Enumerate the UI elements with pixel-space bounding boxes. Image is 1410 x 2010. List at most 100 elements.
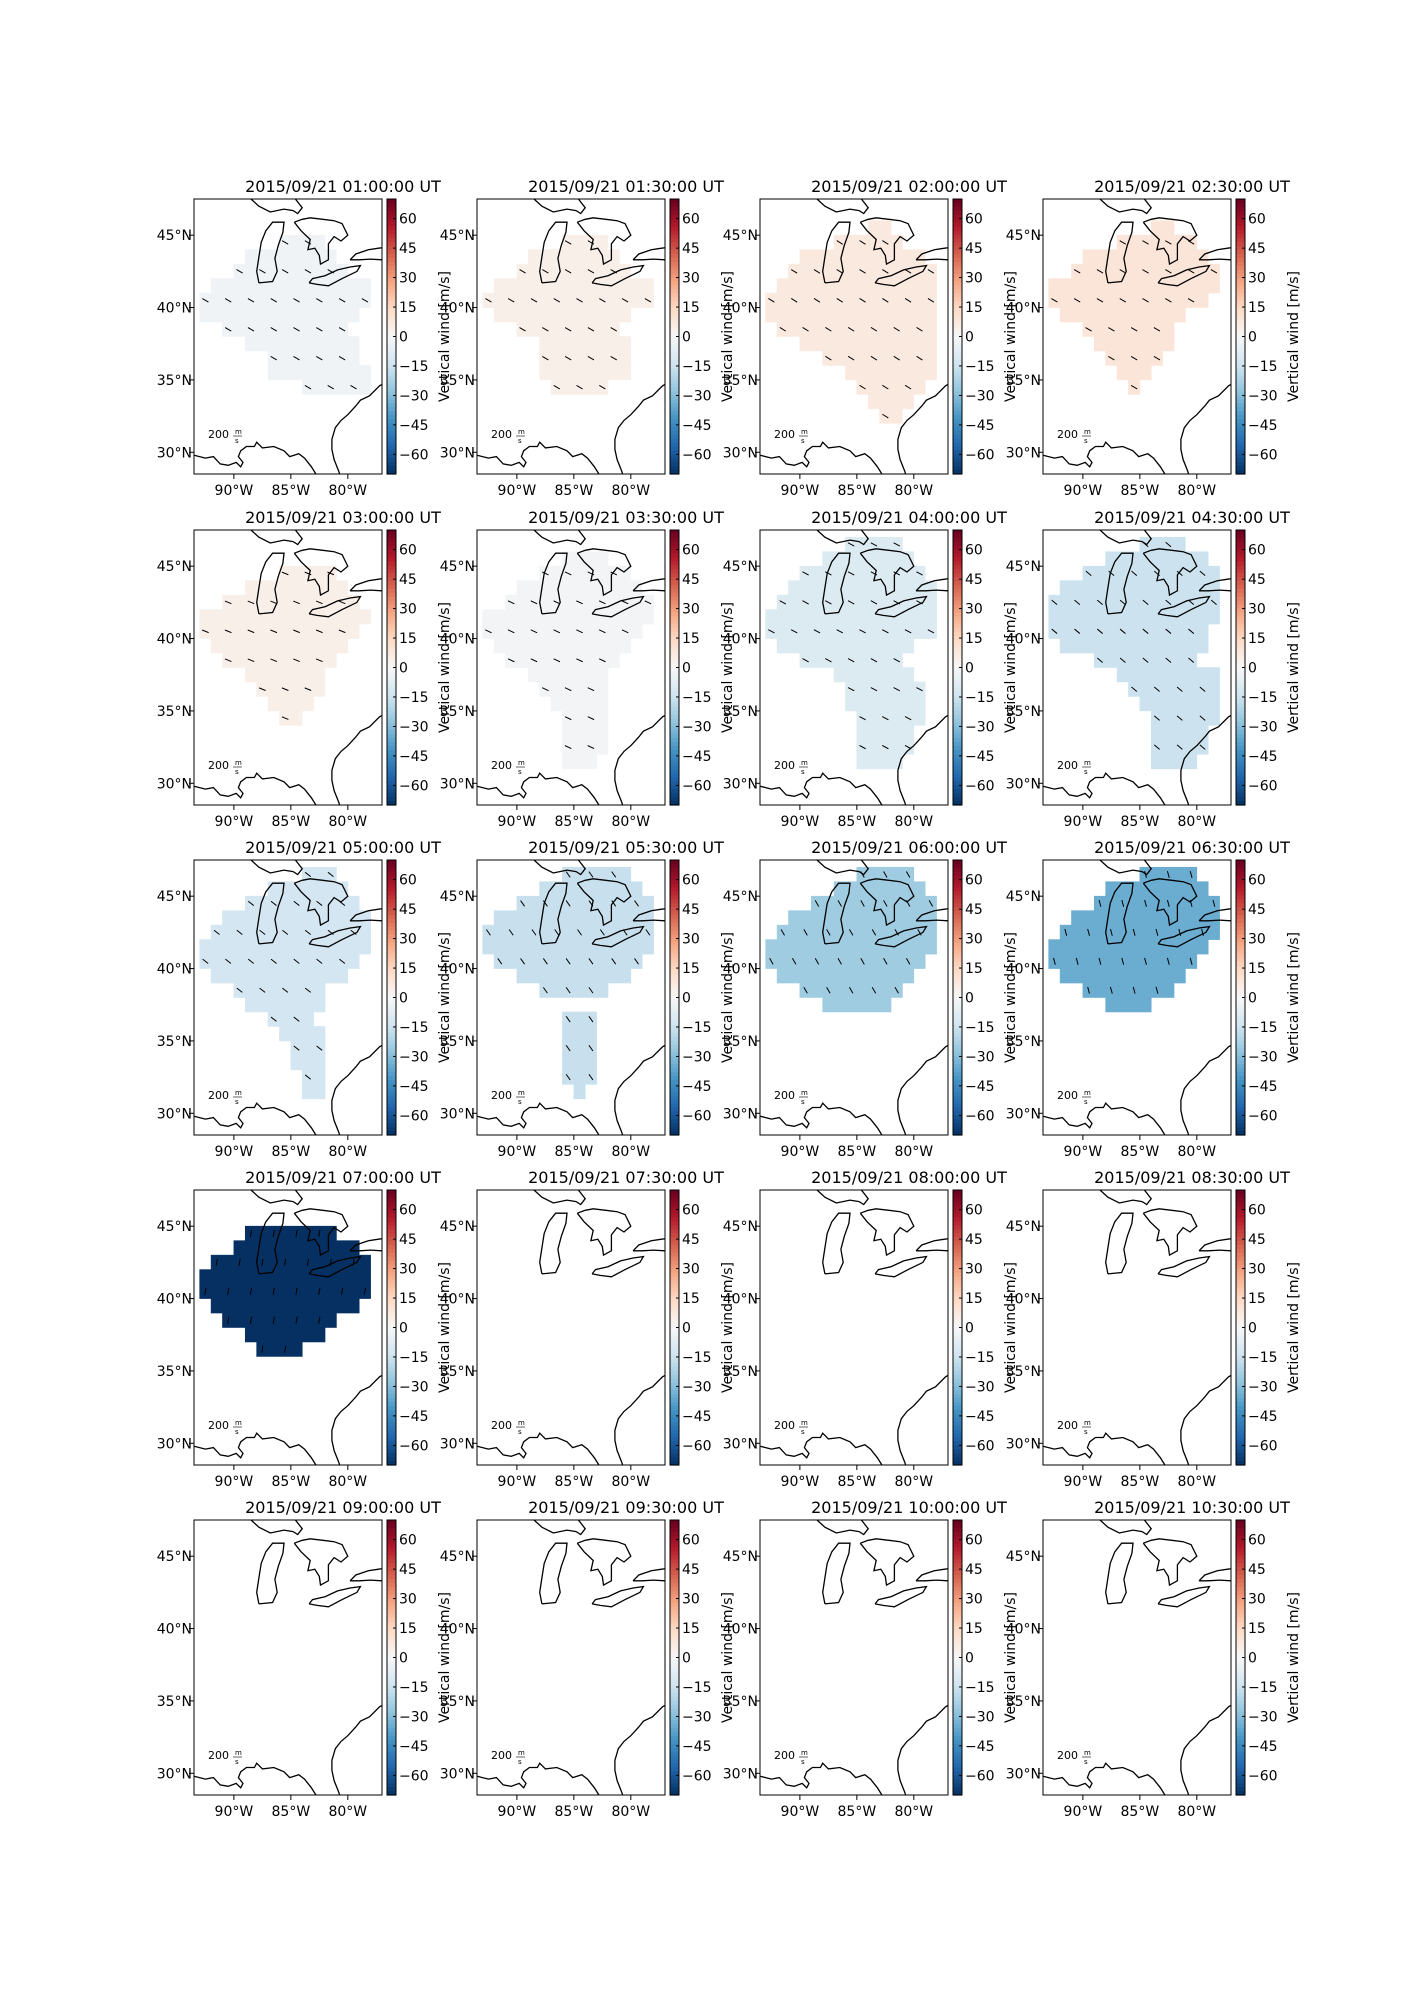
colorbar-segment (953, 1025, 962, 1030)
scale-unit-den: s (235, 1428, 239, 1436)
coastline (591, 595, 645, 618)
colorbar-segment (953, 1610, 962, 1615)
colorbar-tick-label: 45 (1248, 241, 1266, 257)
colorbar-segment (1236, 332, 1245, 338)
wind-arrow (1153, 686, 1160, 692)
colorbar-segment (387, 250, 396, 255)
colorbar-segment (1236, 1221, 1245, 1226)
colorbar-segment (670, 985, 679, 991)
colorbar-segment (953, 206, 962, 212)
scale-unit-num: m (518, 759, 525, 767)
map-frame (1042, 529, 1232, 806)
wind-field-cell (845, 681, 926, 697)
wind-arrow (588, 1016, 594, 1023)
colorbar-segment (387, 1571, 396, 1576)
wind-arrow (813, 269, 821, 274)
wind-arrow (293, 1016, 300, 1022)
colorbar-segment (387, 683, 396, 688)
wind-arrow (1153, 327, 1161, 332)
colorbar-segment (670, 1763, 679, 1769)
wind-arrow (304, 269, 312, 274)
colorbar-segment (953, 1225, 962, 1230)
colorbar-segment (387, 1586, 396, 1592)
colorbar-segment (387, 989, 396, 995)
colorbar-segment (1236, 1563, 1245, 1568)
colorbar-tick-label: 45 (399, 1562, 417, 1578)
colorbar-segment (1236, 309, 1245, 314)
coastline (632, 908, 665, 922)
colorbar-segment (387, 1327, 396, 1333)
colorbar-segment (953, 371, 962, 377)
lat-tick-label: 35°N (723, 1364, 758, 1380)
colorbar-segment (387, 1449, 396, 1454)
wind-arrow (870, 658, 878, 663)
colorbar-segment (1236, 1300, 1245, 1305)
wind-arrow (768, 629, 775, 634)
colorbar-tick-label: −30 (965, 1049, 995, 1065)
colorbar-segment (670, 1410, 679, 1415)
colorbar-segment (1236, 1009, 1245, 1014)
colorbar-segment (953, 1641, 962, 1647)
wind-arrow (1166, 957, 1170, 965)
coastline (897, 991, 948, 1135)
colorbar-segment (953, 246, 962, 251)
colorbar-segment (387, 922, 396, 928)
wind-field-cell (482, 623, 643, 639)
colorbar-segment (1236, 1559, 1245, 1564)
colorbar-segment (387, 1048, 396, 1054)
wind-field-cell (222, 321, 349, 337)
wind-arrow (341, 1287, 344, 1295)
colorbar-segment (387, 1394, 396, 1399)
colorbar-segment (670, 218, 679, 224)
colorbar-segment (670, 1594, 679, 1600)
lat-tick-label: 45°N (157, 1549, 192, 1565)
map-content (1043, 530, 1231, 805)
colorbar-segment (387, 1335, 396, 1340)
colorbar-tick-label: 30 (682, 271, 700, 287)
colorbar-segment (670, 911, 679, 916)
colorbar-segment (1236, 588, 1245, 594)
wind-field-cell (199, 292, 371, 308)
colorbar-segment (953, 1783, 962, 1788)
colorbar-segment (1236, 1461, 1245, 1466)
colorbar-segment (670, 1523, 679, 1529)
coastline (1198, 1238, 1231, 1252)
colorbar-segment (670, 1712, 679, 1718)
colorbar-segment (670, 585, 679, 590)
colorbar-segment (953, 1339, 962, 1344)
colorbar-segment (670, 907, 679, 912)
colorbar-segment (387, 710, 396, 716)
panel-title: 2015/09/21 01:00:00 UT (245, 177, 441, 196)
colorbar-segment (670, 765, 679, 771)
coastline (1099, 1520, 1153, 1536)
colorbar-segment (670, 636, 679, 641)
colorbar-segment (1236, 1288, 1245, 1293)
colorbar-segment (1236, 871, 1245, 877)
map-frame (759, 1189, 949, 1466)
wind-field-cell (856, 754, 903, 770)
coastline (349, 1568, 382, 1582)
wind-arrow (315, 629, 323, 634)
wind-field-cell (233, 982, 326, 998)
colorbar-segment (670, 250, 679, 255)
colorbar-segment (953, 1720, 962, 1725)
colorbar-segment (953, 202, 962, 208)
colorbar-segment (953, 1622, 962, 1627)
wind-field-cell (856, 710, 926, 726)
lat-tick-label: 45°N (1006, 889, 1041, 905)
lat-tick-label: 40°N (723, 1292, 758, 1308)
colorbar-segment (953, 1688, 962, 1694)
wind-field-cell (788, 580, 937, 596)
colorbar-segment (1236, 1413, 1245, 1419)
colorbar-tick-label: −45 (682, 1409, 712, 1425)
colorbar-segment (953, 1398, 962, 1403)
colorbar-segment (670, 1362, 679, 1368)
colorbar-segment (1236, 218, 1245, 224)
wind-arrow (281, 716, 289, 720)
wind-arrow (1096, 599, 1103, 606)
wind-arrow (1085, 327, 1092, 332)
wind-arrow (565, 900, 571, 907)
colorbar-segment (670, 415, 679, 420)
colorbar-segment (953, 332, 962, 338)
